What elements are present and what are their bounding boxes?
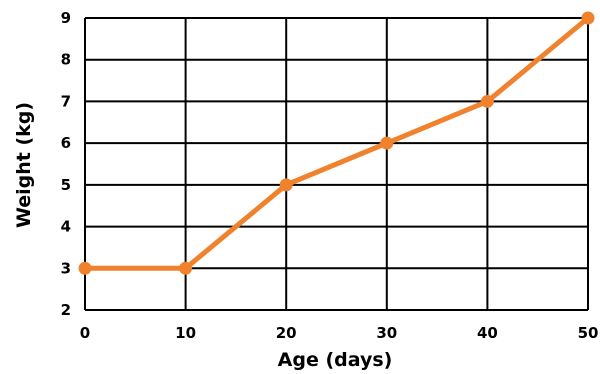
data-point-2 — [279, 178, 293, 192]
data-point-0 — [78, 261, 92, 275]
x-tick-label-4: 40 — [477, 324, 498, 342]
y-axis-label: Weight (kg) — [13, 102, 35, 228]
y-tick-label-1: 3 — [61, 259, 71, 277]
y-tick-label-6: 8 — [61, 51, 71, 69]
weight-series — [78, 11, 595, 275]
y-tick-label-4: 6 — [61, 134, 71, 152]
y-tick-label-5: 7 — [61, 92, 71, 110]
y-axis-ticks: 2 3 4 5 6 7 8 9 — [61, 9, 71, 319]
data-point-4 — [480, 94, 494, 108]
y-tick-label-3: 5 — [61, 176, 71, 194]
y-tick-label-2: 4 — [61, 218, 71, 236]
x-axis-ticks: 0 10 20 30 40 50 — [80, 324, 599, 342]
data-point-1 — [179, 261, 193, 275]
data-point-5 — [581, 11, 595, 25]
chart-grid — [84, 17, 589, 311]
x-axis-label: Age (days) — [278, 349, 393, 371]
y-tick-label-7: 9 — [61, 9, 71, 27]
y-tick-label-0: 2 — [61, 301, 71, 319]
x-tick-label-5: 50 — [578, 324, 599, 342]
x-tick-label-3: 30 — [376, 324, 397, 342]
x-tick-label-1: 10 — [175, 324, 196, 342]
x-tick-label-0: 0 — [80, 324, 90, 342]
x-tick-label-2: 20 — [276, 324, 297, 342]
data-point-3 — [380, 136, 394, 150]
series-line — [82, 15, 591, 271]
